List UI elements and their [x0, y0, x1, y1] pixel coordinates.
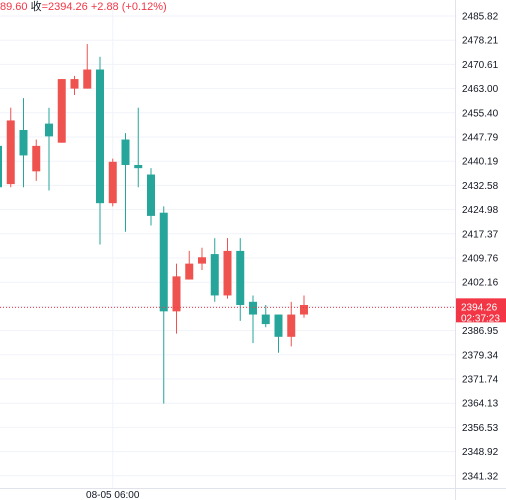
candle-body — [261, 314, 270, 325]
candle-body — [70, 79, 79, 89]
candle-body — [159, 212, 168, 312]
legend-change: +2.88 (+0.12%) — [90, 1, 167, 13]
candle — [185, 250, 194, 280]
price-tick-label: 2470.61 — [462, 60, 499, 71]
price-tick-label: 2356.53 — [462, 423, 499, 434]
candle — [121, 133, 130, 232]
candle-body — [19, 129, 28, 156]
candle-body — [96, 69, 104, 204]
price-axis[interactable]: 2485.82 2478.21 2470.61 2463.00 2455.40 2447.… — [462, 12, 499, 483]
candle-body — [185, 263, 194, 280]
candle — [274, 314, 283, 353]
price-tick-label: 2417.37 — [462, 229, 499, 240]
candle-body — [198, 257, 206, 264]
candle-body — [108, 161, 117, 204]
candle — [19, 98, 28, 188]
time-tick-label: 08-05 06:00 — [86, 490, 140, 500]
price-tag-bg — [456, 298, 506, 323]
candle-body — [6, 120, 15, 185]
candle — [249, 295, 257, 344]
candle — [236, 238, 245, 321]
price-tick-label: 2424.98 — [462, 205, 499, 216]
candle-body — [83, 69, 92, 89]
price-tick-label: 2364.13 — [462, 399, 499, 410]
price-tick-label: 2447.79 — [462, 133, 499, 144]
candle-body — [134, 164, 143, 169]
candle — [210, 238, 219, 302]
price-tick-label: 2409.76 — [462, 254, 499, 265]
price-tick-label: 2371.74 — [462, 375, 499, 386]
candle-body — [147, 174, 155, 216]
candle — [223, 238, 232, 299]
price-tag-countdown: 02:37:23 — [461, 313, 500, 324]
candle-body — [210, 254, 219, 296]
candle-body — [121, 139, 130, 165]
candle — [172, 263, 181, 334]
price-tick-label: 2402.16 — [462, 278, 499, 289]
candle — [147, 168, 155, 226]
candle-body — [236, 250, 245, 305]
candle — [261, 304, 270, 328]
price-tick-label: 2455.40 — [462, 108, 499, 119]
price-tick-label: 2341.32 — [462, 471, 499, 482]
candle — [108, 158, 117, 207]
candle — [159, 206, 168, 404]
candle-body — [287, 314, 296, 337]
time-axis[interactable]: 08-05 06:00 — [86, 490, 140, 500]
candle — [83, 44, 92, 89]
candle — [96, 56, 104, 245]
candle — [198, 247, 206, 270]
price-tick-label: 2478.21 — [462, 36, 499, 47]
candle-body — [274, 314, 283, 337]
candle-body — [300, 304, 308, 315]
price-tick-label: 2386.95 — [462, 326, 499, 337]
candle-body — [0, 145, 2, 188]
candle-body — [45, 123, 53, 137]
price-tag-value: 2394.26 — [461, 302, 498, 313]
candle — [57, 79, 66, 143]
candle — [45, 107, 53, 191]
candle — [0, 145, 2, 188]
candle — [6, 107, 15, 188]
candle — [70, 75, 79, 95]
candle — [287, 301, 296, 347]
price-tick-label: 2485.82 — [462, 12, 499, 23]
legend-close-label: 收 — [30, 1, 42, 13]
candle-body — [32, 145, 41, 172]
price-tick-label: 2348.92 — [462, 447, 499, 458]
price-tick-label: 2432.58 — [462, 181, 499, 192]
candle-body — [172, 276, 181, 312]
ohlc-legend: 89.60 收=2394.26 +2.88 (+0.12%) — [0, 0, 167, 14]
candle-body — [249, 301, 257, 315]
candle — [32, 139, 41, 181]
candle-body — [223, 250, 232, 296]
price-tick-label: 2440.19 — [462, 157, 499, 168]
candle-body — [57, 79, 66, 143]
legend-open-value: 89.60 — [0, 1, 28, 13]
candle — [300, 295, 308, 318]
legend-close-value: =2394.26 — [41, 1, 88, 13]
candles-layer — [0, 44, 308, 404]
price-tick-label: 2463.00 — [462, 84, 499, 95]
candle — [134, 107, 143, 188]
price-tick-label: 2379.34 — [462, 350, 499, 361]
